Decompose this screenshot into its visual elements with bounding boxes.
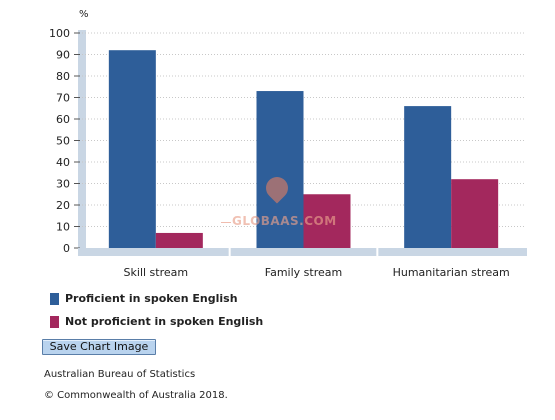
legend-label-not-proficient: Not proficient in spoken English	[65, 315, 264, 328]
y-axis-band	[78, 30, 86, 255]
legend-swatch-proficient	[50, 292, 59, 305]
bar	[404, 106, 452, 248]
bar	[108, 50, 156, 249]
y-axis-label: %	[79, 9, 89, 20]
y-tick-label: 10	[56, 221, 70, 234]
y-tick-label: 40	[56, 156, 70, 169]
y-tick-label: 0	[63, 242, 70, 255]
bar-chart: 0 10 20 30 40 50 60 70 80 90 100% Skill stream Famil…	[49, 9, 527, 279]
legend-swatch-not-proficient	[50, 315, 59, 328]
y-tick-label: 90	[56, 49, 70, 62]
y-tick-label: 30	[56, 178, 70, 191]
y-tick-label: 70	[56, 92, 70, 105]
x-tick-label: Skill stream	[124, 266, 189, 279]
y-tick-label: 60	[56, 113, 70, 126]
legend-item-proficient: Proficient in spoken English	[50, 292, 238, 305]
bar	[256, 91, 304, 248]
y-tick-label: 100	[49, 27, 70, 40]
save-chart-image-button[interactable]: Save Chart Image	[42, 339, 156, 355]
watermark-dash	[221, 222, 231, 223]
source-text: Australian Bureau of Statistics	[44, 369, 196, 380]
bar	[155, 232, 203, 248]
legend-label-proficient: Proficient in spoken English	[65, 292, 238, 305]
x-tick-label: Family stream	[265, 266, 342, 279]
y-tick-label: 50	[56, 135, 70, 148]
y-tick-label: 80	[56, 70, 70, 83]
y-tick-label: 20	[56, 199, 70, 212]
x-tick-label: Humanitarian stream	[393, 266, 510, 279]
bar	[451, 179, 499, 248]
copyright-text: © Commonwealth of Australia 2018.	[44, 390, 228, 401]
watermark-text: GLOBAAS.COM	[232, 214, 337, 228]
legend-item-not-proficient: Not proficient in spoken English	[50, 315, 263, 328]
bar	[303, 194, 351, 248]
x-axis-band	[78, 248, 527, 256]
